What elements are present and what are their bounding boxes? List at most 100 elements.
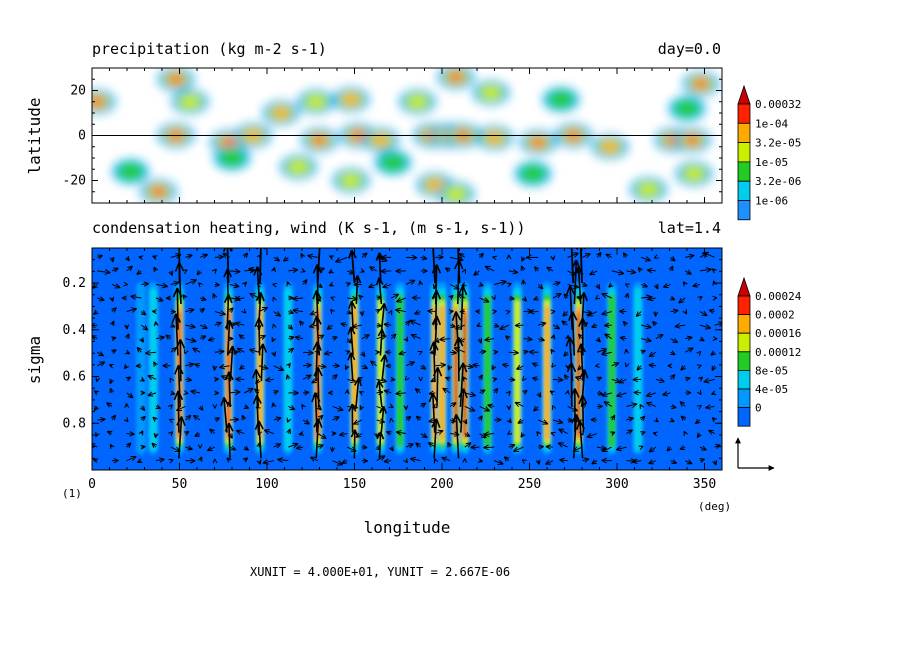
wind-vector bbox=[427, 308, 436, 314]
wind-vector bbox=[545, 444, 553, 450]
wind-vector bbox=[505, 335, 511, 341]
wind-vector bbox=[92, 443, 98, 449]
precip-heatmap bbox=[92, 68, 722, 203]
wind-vector bbox=[646, 401, 657, 408]
bottom-axes: 0 50 100 150 200 250 300 350 0.2 0.4 0.6 0.8 bbox=[63, 248, 723, 492]
wind-vector bbox=[562, 311, 568, 317]
wind-vector bbox=[170, 390, 176, 396]
wind-vector bbox=[317, 363, 327, 369]
wind-vector bbox=[286, 281, 291, 287]
wind-vector bbox=[199, 323, 208, 329]
wind-vector bbox=[170, 322, 176, 328]
wind-vector bbox=[383, 322, 392, 328]
wind-vector bbox=[169, 377, 175, 383]
wind-vector bbox=[682, 281, 688, 287]
wind-vector bbox=[198, 405, 204, 411]
wind-vector bbox=[332, 363, 340, 369]
precip-colorbar-label: 3.2e-05 bbox=[755, 137, 801, 150]
wind-vector bbox=[464, 442, 472, 448]
wind-vector bbox=[347, 249, 357, 284]
wind-vector bbox=[263, 429, 274, 435]
heating-colorbar-label: 8e-05 bbox=[755, 364, 788, 377]
wind-vector bbox=[380, 354, 389, 382]
wind-vector bbox=[347, 352, 356, 382]
wind-vector bbox=[405, 254, 418, 261]
bottom-xtick-label: 350 bbox=[693, 477, 716, 492]
wind-vector bbox=[140, 310, 147, 316]
wind-vector bbox=[670, 404, 677, 410]
wind-vector bbox=[512, 446, 524, 453]
wind-vector bbox=[183, 390, 189, 395]
wind-vector bbox=[299, 320, 305, 326]
wind-vector bbox=[361, 252, 368, 258]
wind-vector bbox=[670, 256, 676, 262]
wind-vector bbox=[109, 378, 115, 385]
wind-vector bbox=[141, 324, 149, 331]
wind-vector bbox=[653, 254, 659, 259]
precip-feature bbox=[112, 159, 149, 184]
wind-vector bbox=[212, 458, 218, 464]
wind-vector bbox=[479, 297, 490, 303]
wind-vector bbox=[516, 364, 524, 370]
wind-vector bbox=[601, 350, 612, 357]
wind-vector bbox=[483, 444, 495, 451]
wind-vector bbox=[329, 281, 335, 287]
wind-vector bbox=[197, 456, 203, 462]
precip-feature bbox=[683, 71, 719, 96]
wind-vector bbox=[670, 337, 679, 344]
wind-vector bbox=[244, 387, 254, 394]
precip-feature bbox=[543, 87, 579, 112]
wind-vector bbox=[384, 349, 392, 355]
wind-vector bbox=[152, 255, 158, 260]
heating-column bbox=[136, 282, 146, 455]
wind-vector bbox=[506, 254, 512, 260]
wind-vector bbox=[212, 293, 218, 299]
wind-vector bbox=[229, 445, 237, 451]
precip-feature bbox=[158, 68, 194, 92]
wind-vector bbox=[550, 348, 556, 355]
top-axes: 20 0 -20 bbox=[63, 67, 723, 204]
wind-vector bbox=[506, 282, 512, 288]
wind-vector bbox=[462, 419, 468, 425]
wind-vector bbox=[93, 390, 100, 396]
precip-colorbar-swatch bbox=[737, 161, 751, 182]
wind-vector bbox=[124, 333, 130, 339]
precip-feature bbox=[298, 89, 334, 114]
wind-vector bbox=[147, 375, 157, 381]
wind-vector bbox=[139, 405, 146, 412]
wind-vector bbox=[273, 311, 282, 317]
wind-vector bbox=[329, 447, 335, 453]
wind-vector bbox=[711, 417, 717, 423]
wind-vector bbox=[394, 307, 407, 314]
wind-vector bbox=[470, 444, 480, 451]
wind-vector bbox=[697, 376, 704, 382]
wind-vector bbox=[632, 376, 642, 383]
wind-vector bbox=[111, 267, 119, 273]
heating-colorbar-swatch bbox=[737, 295, 751, 316]
wind-vector bbox=[551, 362, 557, 368]
wind-vector bbox=[144, 349, 157, 356]
wind-vector bbox=[403, 458, 408, 464]
wind-vector bbox=[478, 252, 484, 259]
wind-vector bbox=[508, 443, 516, 449]
precip-feature bbox=[280, 155, 317, 179]
wind-vector bbox=[692, 282, 701, 288]
wind-vector bbox=[461, 268, 467, 274]
wind-vector bbox=[603, 401, 613, 407]
wind-vector bbox=[124, 349, 131, 355]
precip-feature bbox=[399, 89, 436, 114]
wind-vector bbox=[332, 405, 344, 412]
heating-column bbox=[395, 282, 405, 455]
wind-vector bbox=[699, 324, 712, 330]
wind-vector bbox=[403, 405, 409, 411]
wind-vector bbox=[192, 414, 201, 421]
wind-vector bbox=[383, 458, 392, 464]
wind-vector bbox=[147, 391, 157, 397]
wind-vector bbox=[109, 320, 115, 327]
wind-vector bbox=[457, 248, 461, 284]
wind-vector bbox=[679, 401, 686, 407]
wind-vector bbox=[405, 279, 416, 285]
wind-vector bbox=[712, 460, 718, 466]
wind-vector bbox=[95, 376, 101, 382]
wind-vector bbox=[273, 416, 282, 422]
